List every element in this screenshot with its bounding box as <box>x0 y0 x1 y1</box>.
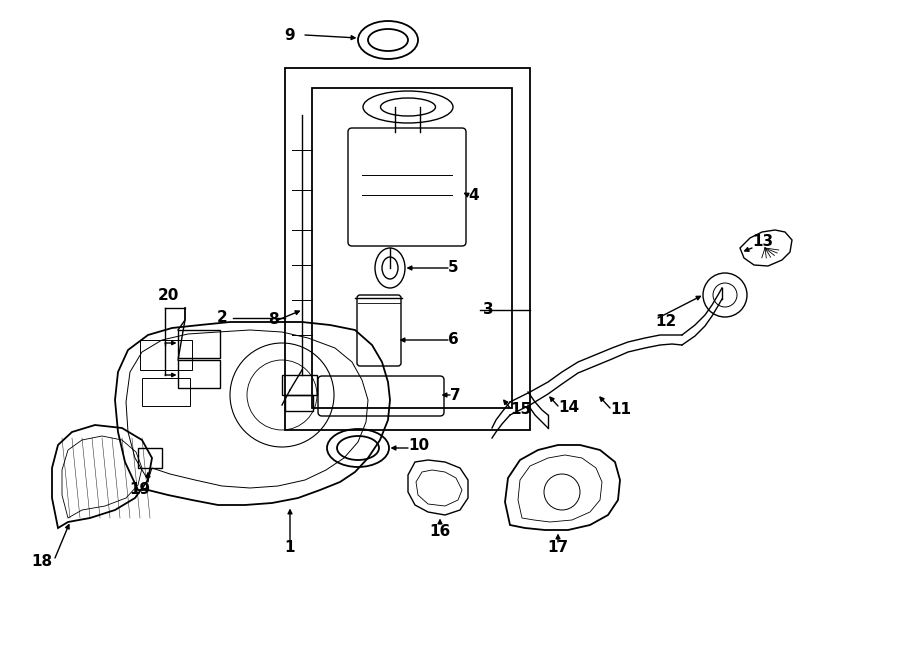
Text: 4: 4 <box>468 188 479 202</box>
Text: 15: 15 <box>510 403 531 418</box>
Text: 16: 16 <box>429 524 451 539</box>
Bar <box>312 88 512 408</box>
Bar <box>140 340 192 370</box>
Text: 19: 19 <box>130 483 150 498</box>
Text: 8: 8 <box>268 313 279 327</box>
Text: 13: 13 <box>752 235 773 249</box>
Text: 17: 17 <box>547 541 569 555</box>
Text: 10: 10 <box>408 438 429 453</box>
Text: 3: 3 <box>483 303 493 317</box>
Bar <box>285 395 313 411</box>
Text: 12: 12 <box>655 315 676 329</box>
Bar <box>282 375 317 395</box>
Text: 2: 2 <box>217 311 228 325</box>
Text: 1: 1 <box>284 541 295 555</box>
Text: 20: 20 <box>158 288 179 303</box>
Text: 14: 14 <box>558 401 579 416</box>
Text: 7: 7 <box>450 387 461 403</box>
Text: 11: 11 <box>610 403 631 418</box>
Text: 9: 9 <box>284 28 295 42</box>
Bar <box>285 68 530 430</box>
Text: 18: 18 <box>31 555 52 570</box>
Bar <box>178 360 220 388</box>
Bar <box>142 378 190 406</box>
Text: 6: 6 <box>448 332 459 348</box>
Bar <box>178 330 220 358</box>
Text: 5: 5 <box>448 260 459 276</box>
